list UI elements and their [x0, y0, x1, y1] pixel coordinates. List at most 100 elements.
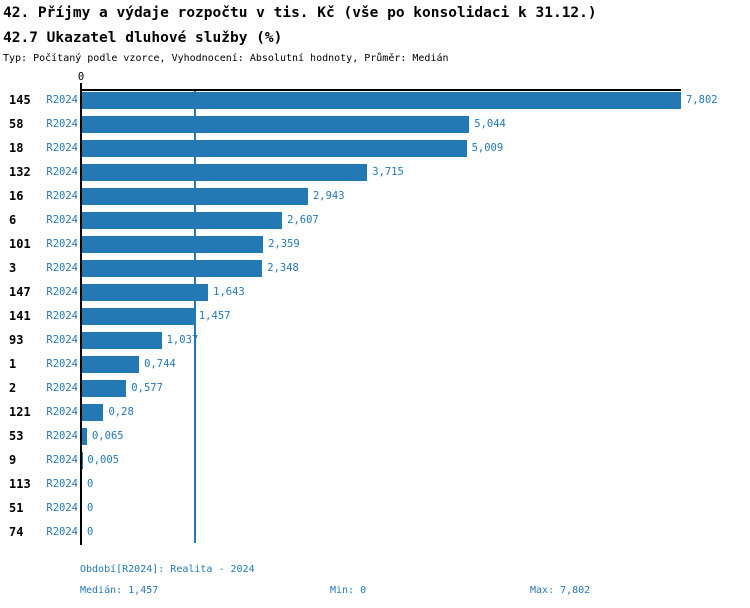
row-value-label: 2,607 — [287, 214, 319, 226]
chart-row: 58 R2024 5,044 — [0, 116, 750, 133]
row-period-label: R2024 — [46, 454, 78, 466]
chart-row: 51 R2024 0 — [0, 500, 750, 517]
value-bar — [82, 284, 209, 301]
row-period-label: R2024 — [46, 238, 78, 250]
row-period-label: R2024 — [46, 430, 78, 442]
row-org-label: 121 — [9, 405, 31, 419]
row-org-label: 101 — [9, 237, 31, 251]
chart-row: 18 R2024 5,009 — [0, 140, 750, 157]
value-bar — [82, 308, 194, 325]
row-period-label: R2024 — [46, 262, 78, 274]
row-period-label: R2024 — [46, 358, 78, 370]
row-value-label: 0,744 — [144, 358, 176, 370]
row-value-label: 0 — [87, 478, 94, 490]
row-org-label: 3 — [9, 261, 17, 275]
chart-row: 93 R2024 1,037 — [0, 332, 750, 349]
chart-row: 53 R2024 0,065 — [0, 428, 750, 445]
row-value-label: 5,044 — [474, 118, 506, 130]
chart-row: 113 R2024 0 — [0, 476, 750, 493]
footer-median-label: Medián: 1,457 — [80, 585, 159, 596]
chart-row: 147 R2024 1,643 — [0, 284, 750, 301]
value-bar — [82, 380, 127, 397]
row-value-label: 0,005 — [87, 454, 119, 466]
chart-row: 145 R2024 7,802 — [0, 92, 750, 109]
row-value-label: 2,359 — [268, 238, 300, 250]
value-bar — [82, 212, 283, 229]
value-bar — [82, 164, 368, 181]
row-period-label: R2024 — [46, 166, 78, 178]
median-line — [193, 91, 196, 543]
value-bar — [82, 140, 467, 157]
row-org-label: 18 — [9, 141, 24, 155]
row-org-label: 9 — [9, 453, 17, 467]
row-value-label: 0 — [87, 526, 94, 538]
row-value-label: 5,009 — [471, 142, 504, 154]
chart-row: 1 R2024 0,744 — [0, 356, 750, 373]
row-org-label: 147 — [9, 285, 31, 299]
row-org-label: 74 — [9, 525, 24, 539]
x-axis-tick-mark — [80, 83, 82, 89]
footer-min-label: Min: 0 — [330, 585, 367, 596]
chart-row: 6 R2024 2,607 — [0, 212, 750, 229]
chart-row: 141 R2024 1,457 — [0, 308, 750, 325]
row-period-label: R2024 — [46, 142, 78, 154]
row-org-label: 93 — [9, 333, 24, 347]
chart-row: 121 R2024 0,28 — [0, 404, 750, 421]
row-value-label: 0,065 — [91, 430, 124, 442]
row-period-label: R2024 — [46, 118, 78, 130]
row-value-label: 0,28 — [108, 406, 134, 418]
row-value-label: 2,348 — [267, 262, 299, 274]
row-org-label: 16 — [9, 189, 24, 203]
value-bar — [82, 428, 87, 445]
value-bar — [82, 332, 162, 349]
row-value-label: 1,037 — [166, 334, 199, 346]
chart-subtitle: 42.7 Ukazatel dluhové služby (%) — [3, 30, 283, 46]
row-value-label: 0 — [87, 502, 94, 514]
row-org-label: 51 — [9, 501, 24, 515]
row-org-label: 6 — [9, 213, 17, 227]
row-period-label: R2024 — [46, 502, 78, 514]
row-period-label: R2024 — [46, 94, 78, 106]
plot-area — [80, 89, 681, 545]
x-axis-tick-zero-label: 0 — [77, 71, 85, 83]
row-period-label: R2024 — [46, 406, 78, 418]
row-org-label: 113 — [9, 477, 31, 491]
row-org-label: 132 — [9, 165, 31, 179]
value-bar — [82, 188, 308, 205]
row-value-label: 1,457 — [198, 310, 231, 322]
row-period-label: R2024 — [46, 310, 78, 322]
row-period-label: R2024 — [46, 526, 78, 538]
chart-row: 2 R2024 0,577 — [0, 380, 750, 397]
footer-max-label: Max: 7,802 — [530, 585, 591, 596]
chart-meta-line: Typ: Počítaný podle vzorce, Vyhodnocení:… — [3, 53, 449, 64]
value-bar — [82, 356, 140, 373]
chart-row: 9 R2024 0,005 — [0, 452, 750, 469]
chart-row: 74 R2024 0 — [0, 524, 750, 541]
row-org-label: 145 — [9, 93, 31, 107]
row-org-label: 58 — [9, 117, 24, 131]
chart-row: 16 R2024 2,943 — [0, 188, 750, 205]
row-period-label: R2024 — [46, 334, 78, 346]
value-bar — [82, 116, 470, 133]
row-org-label: 53 — [9, 429, 24, 443]
row-org-label: 141 — [9, 309, 31, 323]
value-bar — [82, 260, 263, 277]
row-org-label: 1 — [9, 357, 17, 371]
row-period-label: R2024 — [46, 214, 78, 226]
chart-row: 101 R2024 2,359 — [0, 236, 750, 253]
row-value-label: 3,715 — [372, 166, 404, 178]
row-org-label: 2 — [9, 381, 17, 395]
footer-period-label: Období[R2024]: Realita - 2024 — [80, 564, 255, 575]
row-period-label: R2024 — [46, 190, 78, 202]
value-bar — [82, 92, 681, 109]
row-period-label: R2024 — [46, 478, 78, 490]
value-bar — [82, 404, 104, 421]
row-value-label: 0,577 — [131, 382, 163, 394]
row-period-label: R2024 — [46, 382, 78, 394]
value-bar — [82, 236, 264, 253]
chart-title: 42. Příjmy a výdaje rozpočtu v tis. Kč (… — [3, 5, 597, 21]
row-value-label: 7,802 — [686, 94, 718, 106]
row-period-label: R2024 — [46, 286, 78, 298]
row-value-label: 1,643 — [213, 286, 245, 298]
